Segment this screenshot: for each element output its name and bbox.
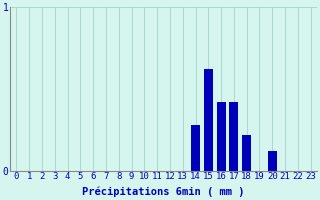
X-axis label: Précipitations 6min ( mm ): Précipitations 6min ( mm ) [82, 187, 245, 197]
Bar [242, 135, 251, 171]
Bar [217, 102, 226, 171]
Bar [268, 151, 277, 171]
Bar [229, 102, 238, 171]
Bar [204, 69, 213, 171]
Bar [191, 125, 200, 171]
